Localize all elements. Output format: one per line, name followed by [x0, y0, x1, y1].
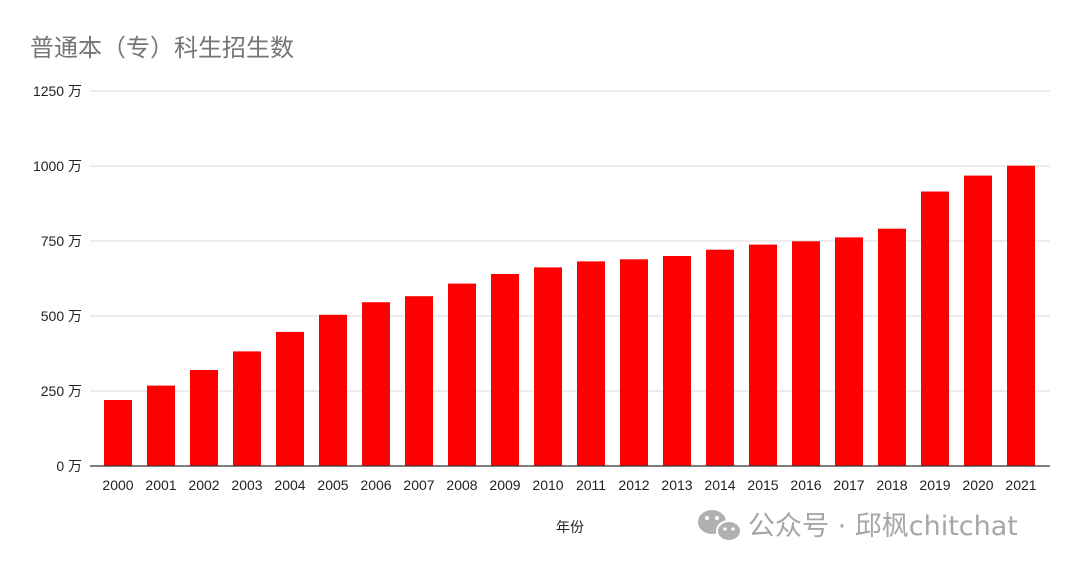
y-tick-label: 750 万	[41, 233, 82, 249]
bar-2005	[319, 314, 347, 466]
x-tick-label: 2006	[360, 477, 391, 493]
y-tick-label: 1000 万	[33, 158, 82, 174]
bar-2009	[491, 274, 519, 466]
bar-2020	[964, 175, 992, 466]
x-tick-label: 2012	[618, 477, 649, 493]
bars	[104, 165, 1035, 466]
x-axis-ticks: 2000 2001 2002 2003 2004 2005 2006 2007 2008 2009…	[102, 477, 1036, 493]
wechat-icon	[698, 510, 742, 542]
x-tick-label: 2001	[145, 477, 176, 493]
x-tick-label: 2000	[102, 477, 133, 493]
chart-title: 普通本（专）科生招生数	[30, 34, 294, 62]
x-tick-label: 2005	[317, 477, 348, 493]
bar-2000	[104, 400, 132, 466]
x-axis-label: 年份	[556, 520, 584, 536]
y-axis-ticks: 0 万 250 万 500 万 750 万 1000 万 1250 万	[33, 83, 82, 474]
bar-2007	[405, 296, 433, 466]
bar-2001	[147, 385, 175, 466]
bar-2016	[792, 241, 820, 466]
x-tick-label: 2013	[661, 477, 692, 493]
watermark: 公众号 · 邱枫chitchat	[698, 510, 1018, 542]
x-tick-label: 2002	[188, 477, 219, 493]
bar-2014	[706, 249, 734, 466]
x-tick-label: 2011	[576, 477, 606, 493]
x-tick-label: 2014	[704, 477, 735, 493]
bar-2017	[835, 237, 863, 466]
bar-2013	[663, 256, 691, 466]
x-tick-label: 2003	[231, 477, 262, 493]
bar-2012	[620, 259, 648, 466]
x-tick-label: 2020	[962, 477, 993, 493]
x-tick-label: 2017	[833, 477, 864, 493]
x-tick-label: 2004	[274, 477, 305, 493]
x-tick-label: 2016	[790, 477, 821, 493]
bar-2018	[878, 228, 906, 466]
x-tick-label: 2018	[876, 477, 907, 493]
y-tick-label: 1250 万	[33, 83, 82, 99]
bar-2006	[362, 302, 390, 466]
bar-2015	[749, 244, 777, 466]
x-tick-label: 2007	[403, 477, 434, 493]
bar-2008	[448, 283, 476, 466]
x-tick-label: 2019	[919, 477, 950, 493]
bar-2002	[190, 370, 218, 466]
y-tick-label: 0 万	[56, 458, 82, 474]
x-tick-label: 2021	[1005, 477, 1036, 493]
x-tick-label: 2009	[489, 477, 520, 493]
x-tick-label: 2015	[747, 477, 778, 493]
bar-2003	[233, 351, 261, 466]
x-tick-label: 2010	[532, 477, 563, 493]
y-tick-label: 500 万	[41, 308, 82, 324]
bar-2021	[1007, 165, 1035, 466]
watermark-text: 公众号 · 邱枫chitchat	[748, 511, 1018, 542]
bar-2019	[921, 191, 949, 466]
bar-2004	[276, 331, 304, 466]
y-tick-label: 250 万	[41, 383, 82, 399]
x-tick-label: 2008	[446, 477, 477, 493]
bar-2011	[577, 261, 605, 466]
bar-2010	[534, 267, 562, 466]
